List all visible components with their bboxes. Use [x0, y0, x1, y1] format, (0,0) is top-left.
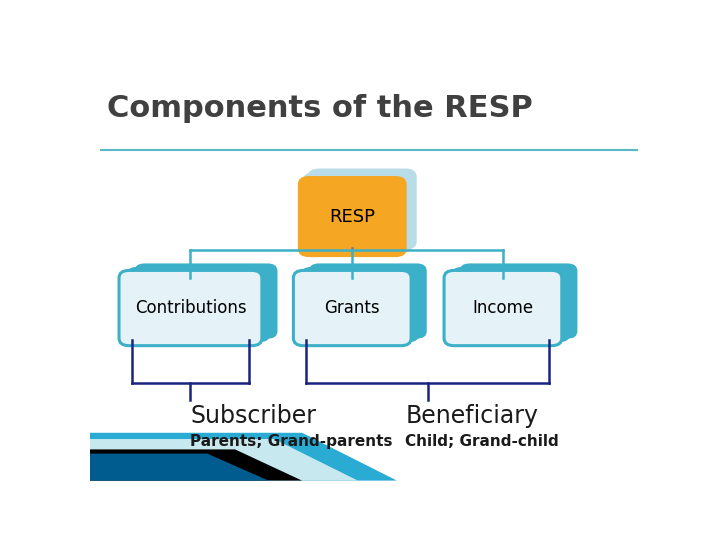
Text: Parents; Grand-parents: Parents; Grand-parents: [190, 434, 393, 449]
Text: Income: Income: [472, 299, 534, 317]
FancyBboxPatch shape: [127, 267, 270, 342]
FancyBboxPatch shape: [119, 271, 262, 346]
Polygon shape: [90, 454, 269, 481]
FancyBboxPatch shape: [308, 168, 417, 249]
Text: Subscriber: Subscriber: [190, 404, 317, 428]
FancyBboxPatch shape: [301, 267, 419, 342]
FancyBboxPatch shape: [298, 176, 407, 257]
FancyBboxPatch shape: [293, 271, 411, 346]
FancyBboxPatch shape: [303, 172, 412, 253]
Text: Components of the RESP: Components of the RESP: [107, 94, 533, 123]
FancyBboxPatch shape: [459, 264, 577, 339]
FancyBboxPatch shape: [135, 264, 277, 339]
Polygon shape: [90, 433, 397, 481]
Text: Beneficiary: Beneficiary: [405, 404, 539, 428]
FancyBboxPatch shape: [452, 267, 570, 342]
Text: Grants: Grants: [325, 299, 380, 317]
FancyBboxPatch shape: [309, 264, 427, 339]
Polygon shape: [90, 439, 358, 481]
Polygon shape: [90, 449, 302, 481]
FancyBboxPatch shape: [444, 271, 562, 346]
Text: Contributions: Contributions: [135, 299, 246, 317]
Text: RESP: RESP: [329, 207, 375, 226]
Text: Child; Grand-child: Child; Grand-child: [405, 434, 559, 449]
